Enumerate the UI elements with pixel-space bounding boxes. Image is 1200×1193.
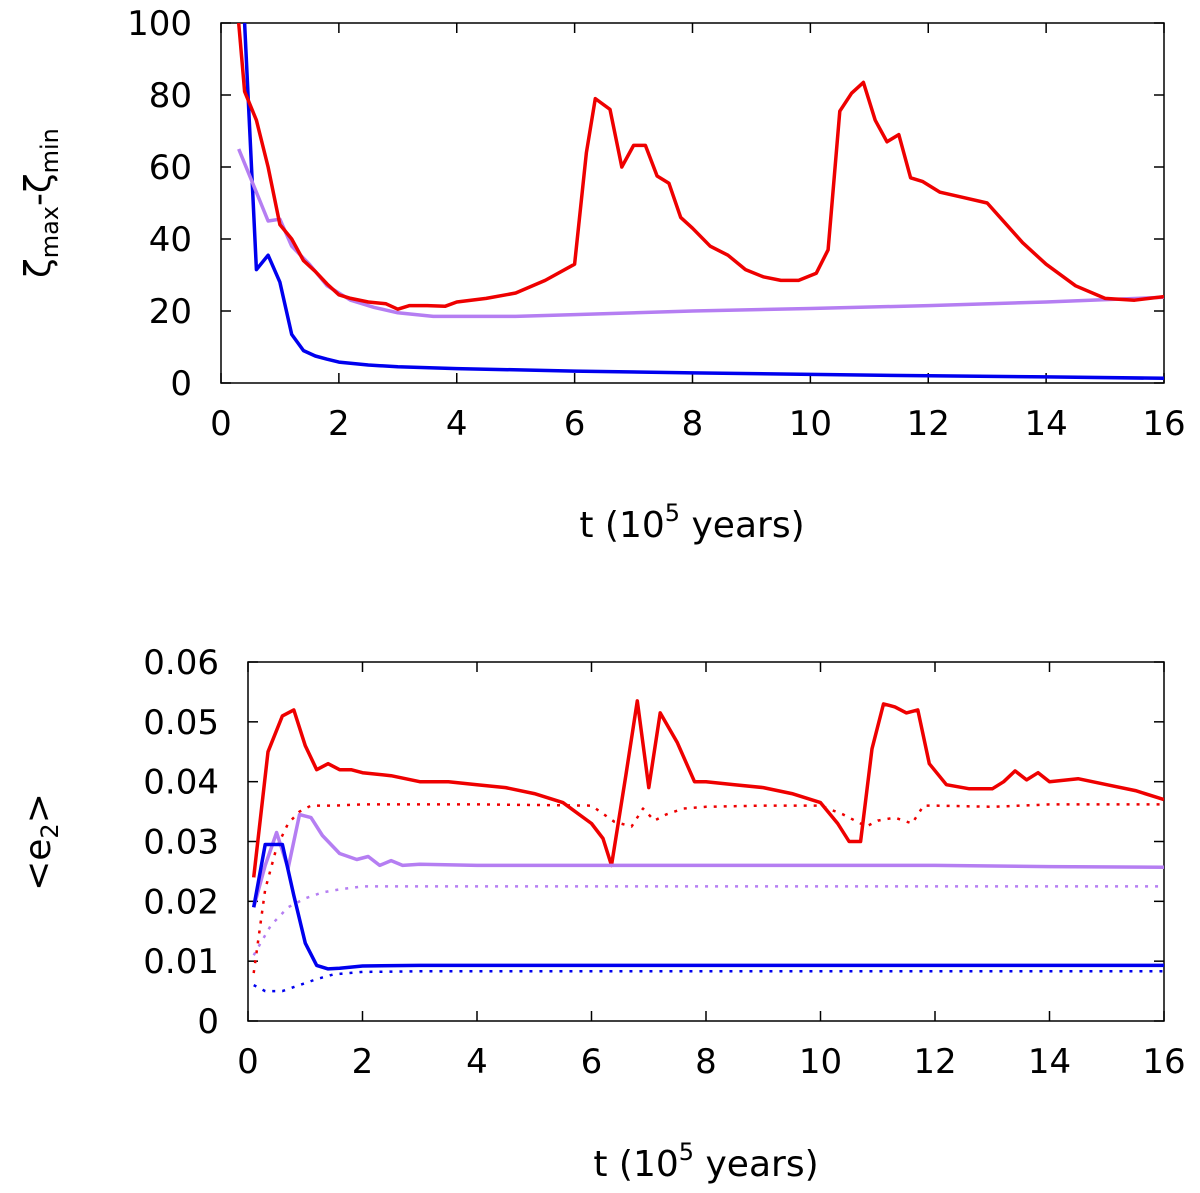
y-axis-label: ζmax-ζmin [18, 128, 64, 278]
x-tick-label: 8 [695, 1042, 717, 1082]
y-tick-label: 0.05 [143, 703, 219, 743]
x-tick-label: 12 [907, 404, 950, 444]
y-tick-label: 80 [149, 76, 192, 116]
y-tick-label: 60 [149, 148, 192, 188]
eccentricity-chart: 00.010.020.030.040.050.06 0 2 4 6 8 10 12 14 16 … [18, 643, 1186, 1185]
series-group [236, 23, 1164, 381]
x-tick-label: 6 [564, 404, 586, 444]
y-tick-label: 0.04 [143, 763, 219, 803]
series-line-red [236, 23, 1164, 311]
series-line-blue [251, 842, 1164, 971]
y-tick-label: 40 [149, 220, 192, 260]
x-tick-label: 2 [328, 404, 350, 444]
y-tick-label: 0 [170, 364, 192, 404]
series-line-purple [252, 812, 1164, 908]
x-tick-label: 2 [352, 1042, 374, 1082]
x-tick-label: 10 [799, 1042, 842, 1082]
y-tick-label: 0.06 [143, 643, 219, 683]
x-axis-label: t (105 years) [579, 499, 804, 546]
y-tick-label: 0.01 [143, 942, 219, 982]
zeta-range-chart: 0 20 40 60 80 100 0 2 4 6 8 10 12 14 16 t (105 years)… [18, 4, 1186, 546]
x-tick-label: 0 [237, 1042, 259, 1082]
x-tick-label: 16 [1142, 1042, 1185, 1082]
x-tick-label: 12 [913, 1042, 956, 1082]
x-tick-label: 4 [466, 1042, 488, 1082]
y-tick-labels: 0 0.01 0.02 0.03 0.04 0.05 0.06 [143, 643, 219, 1042]
y-axis-label: <e2> [18, 793, 64, 891]
x-tick-label: 6 [581, 1042, 603, 1082]
y-tick-label: 100 [127, 4, 192, 44]
y-tick-label: 20 [149, 292, 192, 332]
series-group [251, 699, 1164, 993]
series-line-blue-dotted [253, 970, 1164, 993]
series-line-red-dotted [252, 803, 1164, 974]
y-tick-labels: 0 20 40 60 80 100 [127, 4, 192, 404]
y-tick-label: 0 [197, 1002, 219, 1042]
x-tick-label: 0 [210, 404, 232, 444]
y-tick-label: 0.02 [143, 882, 219, 922]
series-line-purple [237, 148, 1164, 319]
axis-ticks [220, 22, 1165, 384]
x-tick-label: 14 [1028, 1042, 1071, 1082]
plot-frame [220, 22, 1165, 384]
x-tick-labels: 0 2 4 6 8 10 12 14 16 [237, 1042, 1185, 1082]
x-tick-label: 14 [1024, 404, 1067, 444]
series-line-purple-dotted [252, 885, 1164, 956]
x-tick-label: 4 [446, 404, 468, 444]
x-tick-label: 10 [789, 404, 832, 444]
x-tick-label: 16 [1142, 404, 1185, 444]
x-tick-labels: 0 2 4 6 8 10 12 14 16 [210, 404, 1185, 444]
x-axis-label: t (105 years) [593, 1138, 818, 1185]
x-tick-label: 8 [682, 404, 704, 444]
series-line-blue [242, 23, 1164, 381]
series-line-red [251, 699, 1164, 878]
y-tick-label: 0.03 [143, 823, 219, 863]
